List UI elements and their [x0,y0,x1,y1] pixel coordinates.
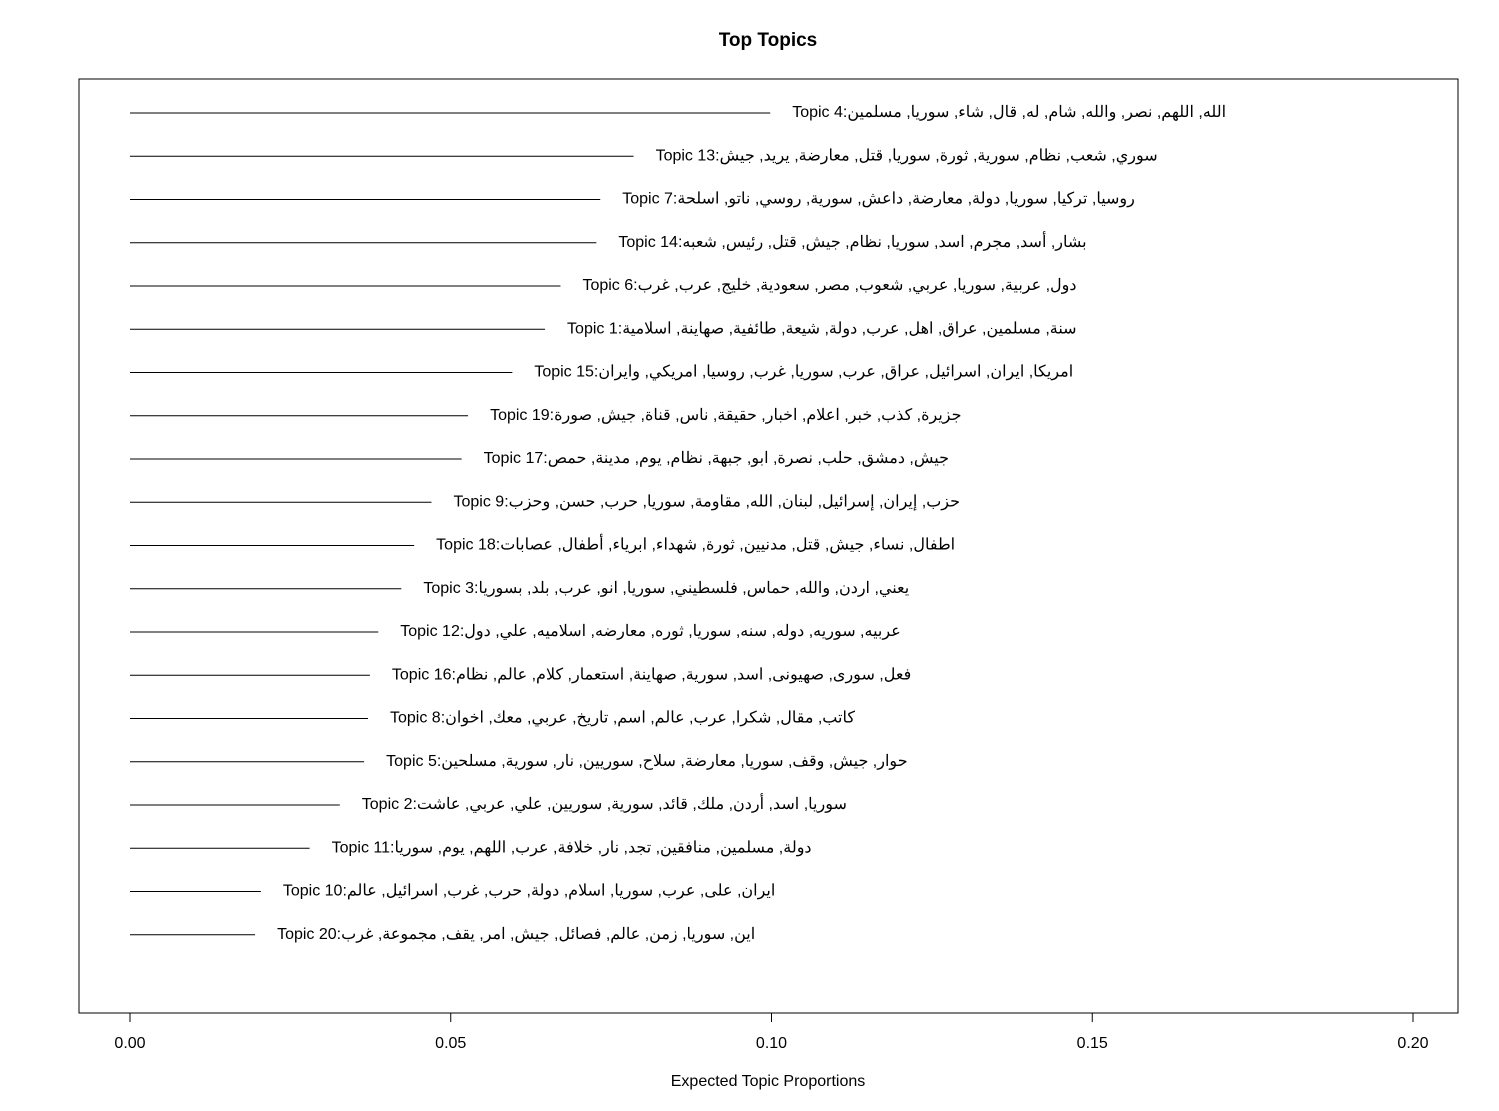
label-topic-11: Topic 11:دولة, مسلمين, منافقين, تجد, نار… [332,839,812,856]
label-topic-2: Topic 2:سوريا, اسد, أردن, ملك, قائد, سور… [362,793,847,813]
topic-name: Topic 10 [283,883,343,900]
topic-terms: :دولة, مسلمين, منافقين, تجد, نار, خلافة,… [390,839,812,856]
topic-terms: :روسيا, تركيا, سوريا, دولة, معارضة, داعش… [673,191,1135,208]
topic-terms: :حوار, جيش, وقف, سوريا, معارضة, سلاح, سو… [437,753,908,770]
topic-labels-group: Topic 4:الله, اللهم, نصر, والله, شام, له… [277,104,1226,943]
topic-name: Topic 3 [423,580,474,597]
topic-name: Topic 11 [332,839,391,856]
topic-name: Topic 13 [656,147,716,164]
topic-name: Topic 14 [618,234,678,251]
label-topic-8: Topic 8:كاتب, مقال, شكرا, عرب, عالم, اسم… [390,710,855,727]
topic-name: Topic 7 [622,191,673,208]
label-topic-9: Topic 9:حزب, إيران, إسرائيل, لبنان, الله… [454,493,961,510]
topic-name: Topic 1 [567,320,618,337]
topic-name: Topic 8 [390,710,441,727]
label-topic-5: Topic 5:حوار, جيش, وقف, سوريا, معارضة, س… [386,753,907,770]
topic-name: Topic 6 [582,277,633,294]
bars-group [130,112,771,936]
label-topic-16: Topic 16:فعل, سورى, صهيونى, اسد, سورية, … [392,666,911,683]
label-topic-14: Topic 14:بشار, أسد, مجرم, اسد, سوريا, نظ… [618,231,1086,251]
x-ticks-group: 0.00 0.05 0.10 0.15 0.20 [114,1013,1429,1052]
label-topic-13: Topic 13:سوري, شعب, نظام, سورية, ثورة, س… [656,147,1158,164]
topic-terms: :جزيرة, كذب, خبر, اعلام, اخبار, حقيقة, ن… [550,407,962,424]
topic-terms: :يعني, اردن, والله, حماس, فلسطيني, سوريا… [474,580,909,597]
topic-terms: :ايران, على, عرب, سوريا, اسلام, دولة, حر… [342,883,775,900]
label-topic-15: Topic 15:امريكا, ايران, اسرائيل, عراق, ع… [534,364,1073,381]
label-topic-1: Topic 1:سنة, مسلمين, عراق, اهل, عرب, دول… [567,320,1077,337]
topic-terms: :اين, سوريا, زمن, عالم, فصائل, جيش, امر,… [337,926,756,943]
topic-terms: :بشار, أسد, مجرم, اسد, سوريا, نظام, جيش,… [678,231,1087,251]
topic-name: Topic 9 [454,493,505,510]
topic-terms: :اطفال, نساء, جيش, قتل, مدنيين, ثورة, شه… [496,534,955,554]
topic-name: Topic 12 [400,623,460,640]
topic-terms: :سوريا, اسد, أردن, ملك, قائد, سورية, سور… [412,793,846,813]
topic-terms: :فعل, سورى, صهيونى, اسد, سورية, صهاينة, … [452,666,912,683]
topic-name: Topic 18 [436,537,496,554]
topic-name: Topic 4 [792,104,843,121]
topic-name: Topic 17 [484,450,544,467]
label-topic-20: Topic 20:اين, سوريا, زمن, عالم, فصائل, ج… [277,926,755,943]
label-topic-3: Topic 3:يعني, اردن, والله, حماس, فلسطيني… [423,580,909,597]
label-topic-7: Topic 7:روسيا, تركيا, سوريا, دولة, معارض… [622,191,1135,208]
topic-name: Topic 15 [534,364,594,381]
topic-terms: :سوري, شعب, نظام, سورية, ثورة, سوريا, قت… [715,147,1157,164]
label-topic-12: Topic 12:عربيه, سوريه, دوله, سنه, سوريا,… [400,623,900,640]
topic-terms: :دول, عربية, سوريا, عربي, شعوب, مصر, سعو… [633,277,1076,294]
topic-terms: :عربيه, سوريه, دوله, سنه, سوريا, ثوره, م… [460,623,901,640]
label-topic-17: Topic 17:جيش, دمشق, حلب, نصرة, ابو, جبهة… [484,450,949,467]
topic-name: Topic 20 [277,926,337,943]
topic-terms: :سنة, مسلمين, عراق, اهل, عرب, دولة, شيعة… [618,320,1077,337]
label-topic-19: Topic 19:جزيرة, كذب, خبر, اعلام, اخبار, … [490,407,961,424]
topic-terms: :كاتب, مقال, شكرا, عرب, عالم, اسم, تاريخ… [441,710,856,727]
x-tick-label: 0.20 [1397,1035,1428,1052]
topic-name: Topic 16 [392,666,452,683]
topic-terms: :جيش, دمشق, حلب, نصرة, ابو, جبهة, نظام, … [543,450,949,467]
topic-terms: :امريكا, ايران, اسرائيل, عراق, عرب, سوري… [594,364,1073,381]
x-tick-label: 0.15 [1077,1035,1108,1052]
topic-name: Topic 19 [490,407,550,424]
label-topic-4: Topic 4:الله, اللهم, نصر, والله, شام, له… [792,104,1226,121]
topic-terms: :الله, اللهم, نصر, والله, شام, له, قال, … [843,104,1226,121]
x-tick-label: 0.05 [435,1035,466,1052]
topic-name: Topic 2 [362,796,413,813]
topic-name: Topic 5 [386,753,437,770]
x-tick-label: 0.10 [756,1035,787,1052]
label-topic-10: Topic 10:ايران, على, عرب, سوريا, اسلام, … [283,883,775,900]
x-axis: 0.00 0.05 0.10 0.15 0.20 [114,1012,1429,1052]
label-topic-18: Topic 18:اطفال, نساء, جيش, قتل, مدنيين, … [436,534,955,554]
x-tick-label: 0.00 [114,1035,145,1052]
label-topic-6: Topic 6:دول, عربية, سوريا, عربي, شعوب, م… [582,277,1076,294]
x-axis-label: Expected Topic Proportions [671,1073,865,1090]
topic-terms: :حزب, إيران, إسرائيل, لبنان, الله, مقاوم… [504,493,960,510]
chart-title: Top Topics [719,30,818,51]
